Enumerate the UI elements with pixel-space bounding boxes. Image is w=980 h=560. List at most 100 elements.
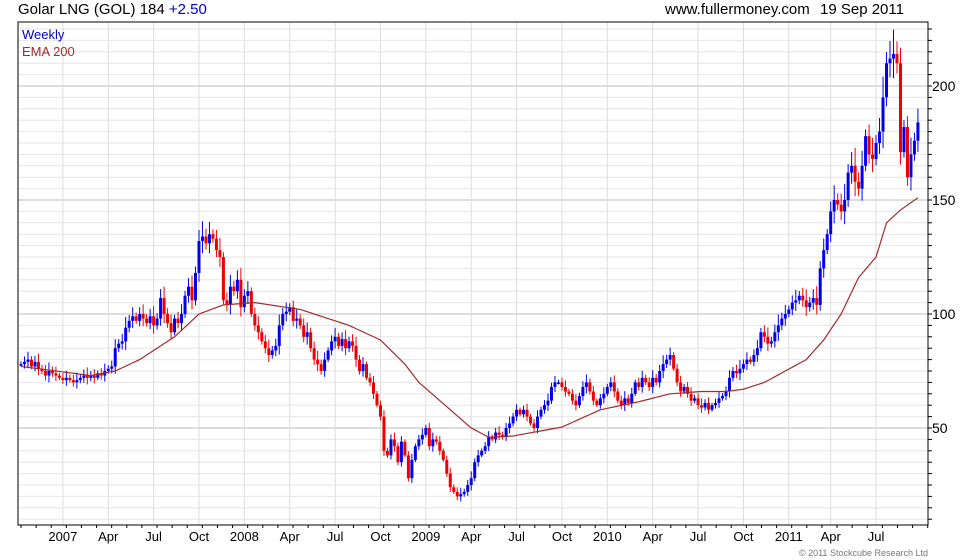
candle-body — [563, 386, 567, 392]
candle-body — [214, 238, 218, 251]
candle-body — [665, 359, 669, 365]
candle-body — [190, 286, 194, 301]
candle-body — [295, 318, 299, 321]
candle-body — [239, 279, 243, 308]
candle-body — [574, 400, 578, 406]
candle-body — [309, 332, 313, 349]
y-tick-label: 100 — [932, 306, 956, 322]
candle-body — [808, 302, 812, 308]
chart-title: Golar LNG (GOL) 184 +2.50 — [18, 1, 207, 18]
candle-body — [822, 250, 826, 269]
candle-body — [221, 257, 225, 301]
candle-body — [916, 122, 920, 141]
candle-body — [637, 382, 641, 387]
candle-body — [546, 400, 550, 406]
candle-body — [591, 391, 595, 401]
candle-body — [829, 211, 833, 235]
candle-body — [138, 314, 142, 321]
candle-body — [741, 364, 745, 369]
candle-body — [57, 375, 61, 378]
candle-body — [598, 398, 602, 406]
candle-body — [553, 382, 557, 387]
candle-body — [455, 491, 459, 497]
candle-body — [33, 361, 37, 367]
candle-body — [256, 325, 260, 333]
candle-body — [71, 380, 75, 383]
candle-body — [274, 345, 278, 351]
candle-body — [619, 400, 623, 406]
candle-body — [127, 320, 131, 328]
candle-body — [399, 441, 403, 463]
candle-body — [277, 325, 281, 346]
candle-body — [487, 437, 491, 447]
candle-body — [78, 377, 82, 381]
candle-body — [731, 371, 735, 378]
x-tick-label: Jul — [690, 529, 707, 544]
x-tick-label: Jul — [508, 529, 525, 544]
plot-frame — [17, 21, 929, 526]
candle-body — [783, 314, 787, 319]
candle-body — [605, 386, 609, 394]
candle-body — [417, 439, 421, 447]
candle-body — [284, 311, 288, 314]
candle-body — [616, 391, 620, 401]
candle-body — [319, 364, 323, 371]
candle-body — [82, 375, 86, 378]
candle-body — [602, 393, 606, 399]
candle-body — [120, 341, 124, 344]
candle-body — [145, 318, 149, 324]
candle-body — [194, 272, 197, 301]
candle-body — [556, 382, 560, 384]
candle-body — [441, 450, 445, 460]
candle-body — [752, 355, 756, 362]
candle-body — [825, 234, 829, 251]
x-tick-label: Jul — [145, 529, 162, 544]
candle-body — [361, 364, 365, 371]
candle-body — [180, 314, 184, 324]
candle-body — [588, 382, 592, 392]
x-tick-label: 2008 — [230, 529, 259, 544]
candle-body — [162, 298, 166, 314]
website-link[interactable]: www.fullermoney.com — [665, 1, 810, 18]
candle-body — [312, 348, 316, 360]
candle-body — [686, 386, 690, 394]
candle-body — [850, 165, 854, 173]
price-change: +2.50 — [168, 1, 207, 18]
candle-body — [494, 432, 498, 440]
candle-body — [640, 377, 644, 387]
candle-body — [748, 359, 752, 362]
candle-body — [469, 478, 473, 485]
candle-body — [434, 439, 438, 442]
candle-body — [898, 63, 902, 153]
candle-body — [476, 455, 480, 463]
candle-body — [483, 446, 487, 451]
candle-body — [365, 364, 369, 378]
candle-body — [173, 318, 177, 333]
candle-body — [647, 382, 651, 387]
candle-body — [459, 494, 463, 497]
candle-body — [804, 300, 808, 308]
candle-body — [106, 368, 110, 371]
candle-body — [406, 455, 410, 479]
candle-body — [246, 291, 250, 296]
x-tick-label: 2007 — [48, 529, 77, 544]
candle-body — [134, 316, 138, 321]
candle-body — [378, 405, 382, 417]
candle-body — [839, 204, 843, 212]
candle-body — [462, 491, 466, 495]
candle-body — [54, 373, 58, 376]
candle-body — [864, 136, 868, 166]
candle-body — [288, 307, 292, 312]
candle-body — [696, 398, 700, 406]
x-tick-label: Apr — [821, 529, 842, 544]
candle-body — [68, 377, 72, 381]
candle-body — [141, 314, 145, 319]
candle-body — [368, 377, 372, 383]
candle-body — [892, 54, 895, 59]
candle-body — [811, 298, 815, 303]
candle-body — [466, 485, 470, 492]
candle-body — [358, 359, 362, 371]
candle-body — [298, 318, 302, 326]
